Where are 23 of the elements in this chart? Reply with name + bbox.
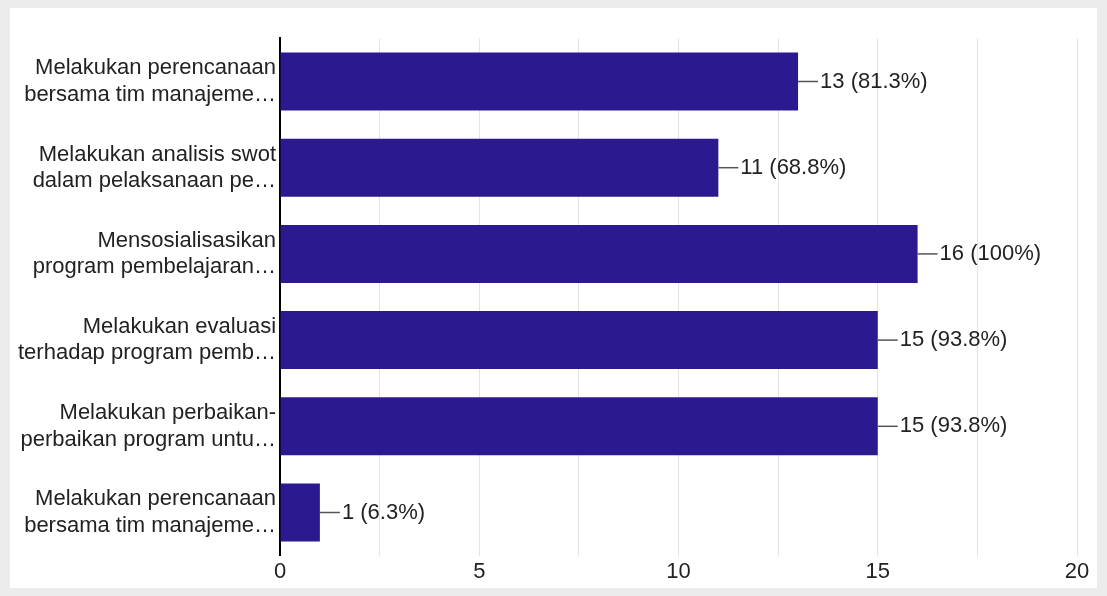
- x-tick-label: 5: [473, 557, 486, 583]
- y-tick-label: Melakukan perencanaan bersama tim manajeme…: [24, 485, 277, 537]
- data-label: 1 (6.3%): [341, 498, 426, 524]
- data-label: 15 (93.8%): [899, 412, 1008, 438]
- bar: [280, 224, 918, 283]
- y-tick-label: Melakukan analisis swot dalam pelaksanaan pe…: [32, 140, 277, 192]
- data-label: 13 (81.3%): [820, 67, 928, 93]
- y-tick-label: Melakukan perencanaan bersama tim manajeme…: [24, 54, 277, 106]
- y-tick-label: Mensosialisasikan program pembelajaran…: [32, 226, 277, 279]
- bar: [280, 397, 878, 456]
- x-tick-label: 20: [1064, 557, 1090, 583]
- x-tick-label: 0: [273, 557, 287, 583]
- y-tick-label: Melakukan perbaikan- perbaikan program untu…: [20, 399, 277, 451]
- data-label: 16 (100%): [939, 239, 1042, 265]
- x-tick-label: 15: [865, 557, 890, 583]
- y-tick-label: Melakukan evaluasi terhadap program pemb…: [18, 312, 277, 365]
- bar: [280, 483, 320, 542]
- data-label: 11 (68.8%): [740, 153, 847, 179]
- data-label: 15 (93.8%): [899, 326, 1008, 352]
- x-tick-label: 10: [666, 557, 691, 583]
- bar: [280, 138, 719, 197]
- bar: [280, 52, 799, 111]
- bar: [280, 311, 878, 370]
